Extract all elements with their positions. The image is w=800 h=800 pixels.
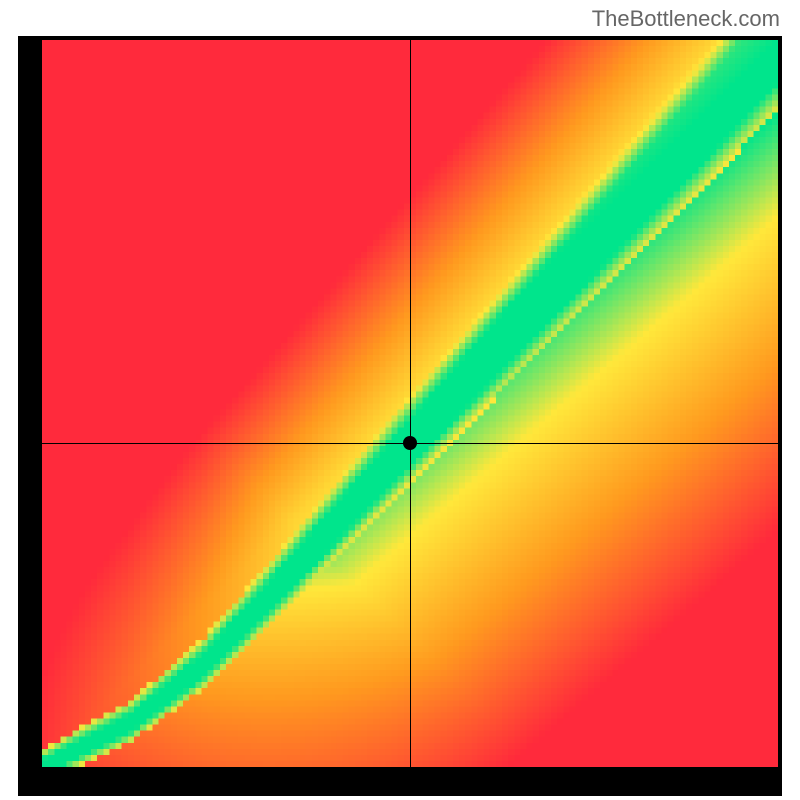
heatmap-plot-area [42,40,778,767]
chart-container: TheBottleneck.com [0,0,800,800]
crosshair-vertical [410,40,411,767]
watermark-text: TheBottleneck.com [592,6,780,32]
